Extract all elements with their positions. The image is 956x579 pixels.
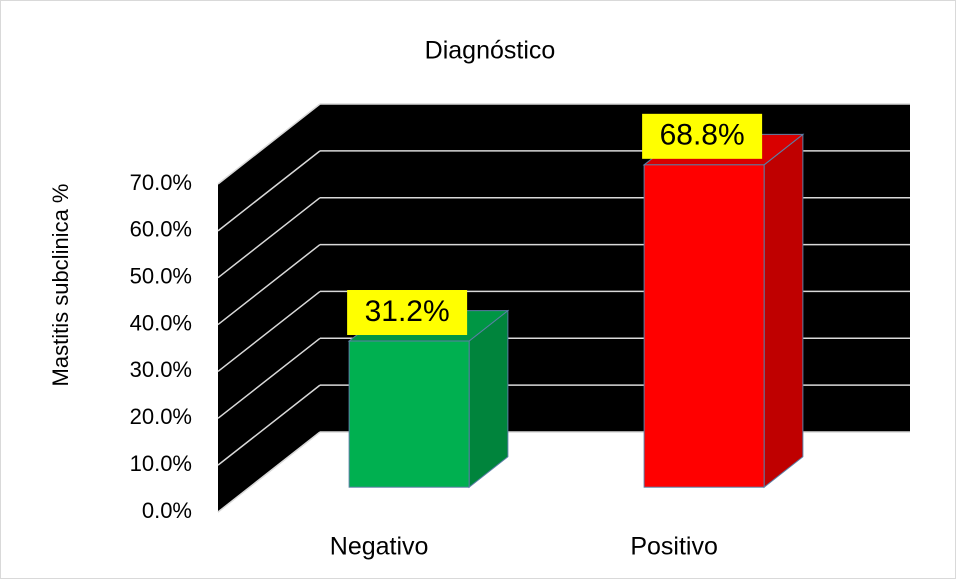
floor (218, 432, 910, 512)
x-tick-label: Positivo (630, 533, 718, 561)
grid-line (217, 103, 321, 185)
bar (643, 164, 765, 488)
value-label: 68.8% (660, 119, 745, 152)
y-tick-label: 60.0% (130, 217, 192, 242)
grid-line (217, 290, 321, 373)
y-tick-label: 10.0% (130, 451, 192, 476)
value-label-bg (642, 113, 763, 159)
grid-line (217, 150, 321, 232)
grid-line (217, 243, 321, 326)
y-tick-label: 20.0% (130, 404, 192, 429)
y-axis-label: Mastitis subclinica % (48, 184, 73, 387)
y-tick-label: 50.0% (130, 264, 192, 289)
grid-line (217, 384, 321, 466)
grid-line (217, 197, 321, 279)
value-label: 31.2% (365, 295, 450, 328)
bar (348, 340, 470, 488)
chart-title: Diagnóstico (425, 37, 556, 65)
value-label-bg (347, 290, 468, 336)
grid-line (217, 431, 321, 513)
grid-line (217, 337, 321, 419)
side-wall (218, 104, 320, 512)
y-tick-label: 30.0% (130, 357, 192, 382)
y-tick-label: 70.0% (130, 170, 192, 195)
y-tick-label: 40.0% (130, 310, 192, 335)
bar-side (763, 133, 804, 489)
y-tick-label: 0.0% (142, 498, 192, 523)
bar-side (468, 309, 509, 489)
x-tick-label: Negativo (330, 533, 429, 561)
